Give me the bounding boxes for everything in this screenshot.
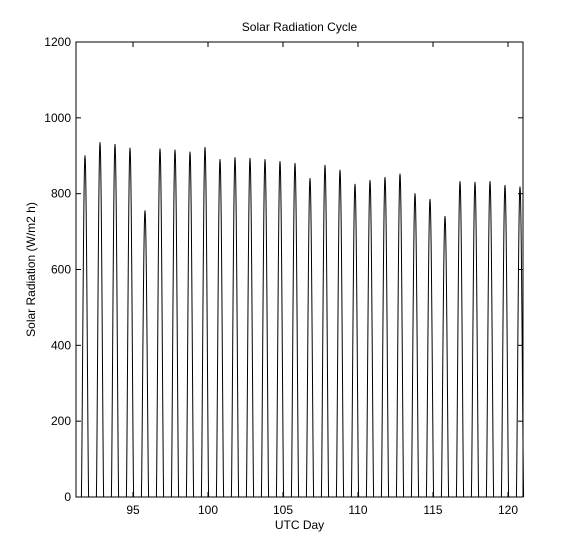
daily-cycle-2 [110, 143, 120, 498]
x-tick-label-5: 120 [498, 503, 518, 517]
y-tick-label-2: 400 [51, 338, 71, 352]
daily-cycle-4 [140, 210, 150, 498]
daily-cycle-21 [395, 173, 405, 498]
x-tick-label-0: 95 [126, 503, 140, 517]
daily-cycle-11 [245, 157, 255, 498]
daily-cycle-29 [515, 186, 525, 498]
series-0 [80, 141, 525, 498]
daily-cycle-24 [440, 215, 450, 498]
series-layer [80, 141, 525, 498]
chart-title: Solar Radiation Cycle [242, 20, 358, 34]
daily-cycle-22 [410, 193, 420, 498]
daily-cycle-25 [455, 181, 465, 498]
daily-cycle-3 [125, 147, 135, 498]
daily-cycle-7 [185, 151, 195, 498]
daily-cycle-28 [500, 184, 510, 498]
daily-cycle-6 [170, 149, 180, 498]
daily-cycle-10 [230, 157, 240, 498]
y-tick-label-3: 600 [51, 263, 71, 277]
daily-cycle-5 [155, 148, 165, 498]
x-axis-label: UTC Day [275, 518, 324, 532]
x-tick-label-2: 105 [273, 503, 293, 517]
y-axis-label: Solar Radiation (W/m2 h) [24, 202, 38, 337]
daily-cycle-20 [380, 176, 390, 498]
daily-cycle-26 [470, 181, 480, 498]
daily-cycle-15 [305, 178, 315, 498]
axis-ticks [76, 41, 523, 498]
daily-cycle-12 [260, 159, 270, 498]
x-tick-label-4: 115 [423, 503, 442, 517]
daily-cycle-0 [80, 155, 90, 498]
y-tick-label-6: 1200 [44, 35, 71, 49]
daily-cycle-27 [485, 181, 495, 498]
daily-cycle-19 [365, 179, 375, 498]
plot-area [75, 41, 524, 498]
y-tick-label-1: 200 [51, 414, 71, 428]
daily-cycle-8 [200, 146, 210, 498]
daily-cycle-9 [215, 159, 225, 498]
x-tick-label-3: 110 [348, 503, 367, 517]
x-tick-label-1: 100 [198, 503, 218, 517]
daily-cycle-17 [335, 169, 345, 498]
daily-cycle-16 [320, 164, 330, 498]
daily-cycle-14 [290, 162, 300, 498]
y-tick-label-0: 0 [64, 490, 71, 504]
daily-cycle-1 [95, 141, 105, 498]
y-tick-label-5: 1000 [44, 111, 71, 125]
y-tick-label-4: 800 [51, 187, 71, 201]
daily-cycle-23 [425, 198, 435, 498]
daily-cycle-18 [350, 183, 360, 498]
daily-cycle-13 [275, 160, 285, 498]
